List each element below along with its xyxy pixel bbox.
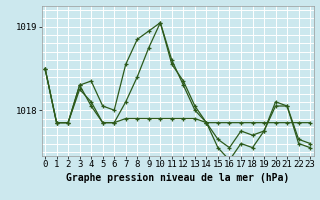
X-axis label: Graphe pression niveau de la mer (hPa): Graphe pression niveau de la mer (hPa)	[66, 173, 289, 183]
